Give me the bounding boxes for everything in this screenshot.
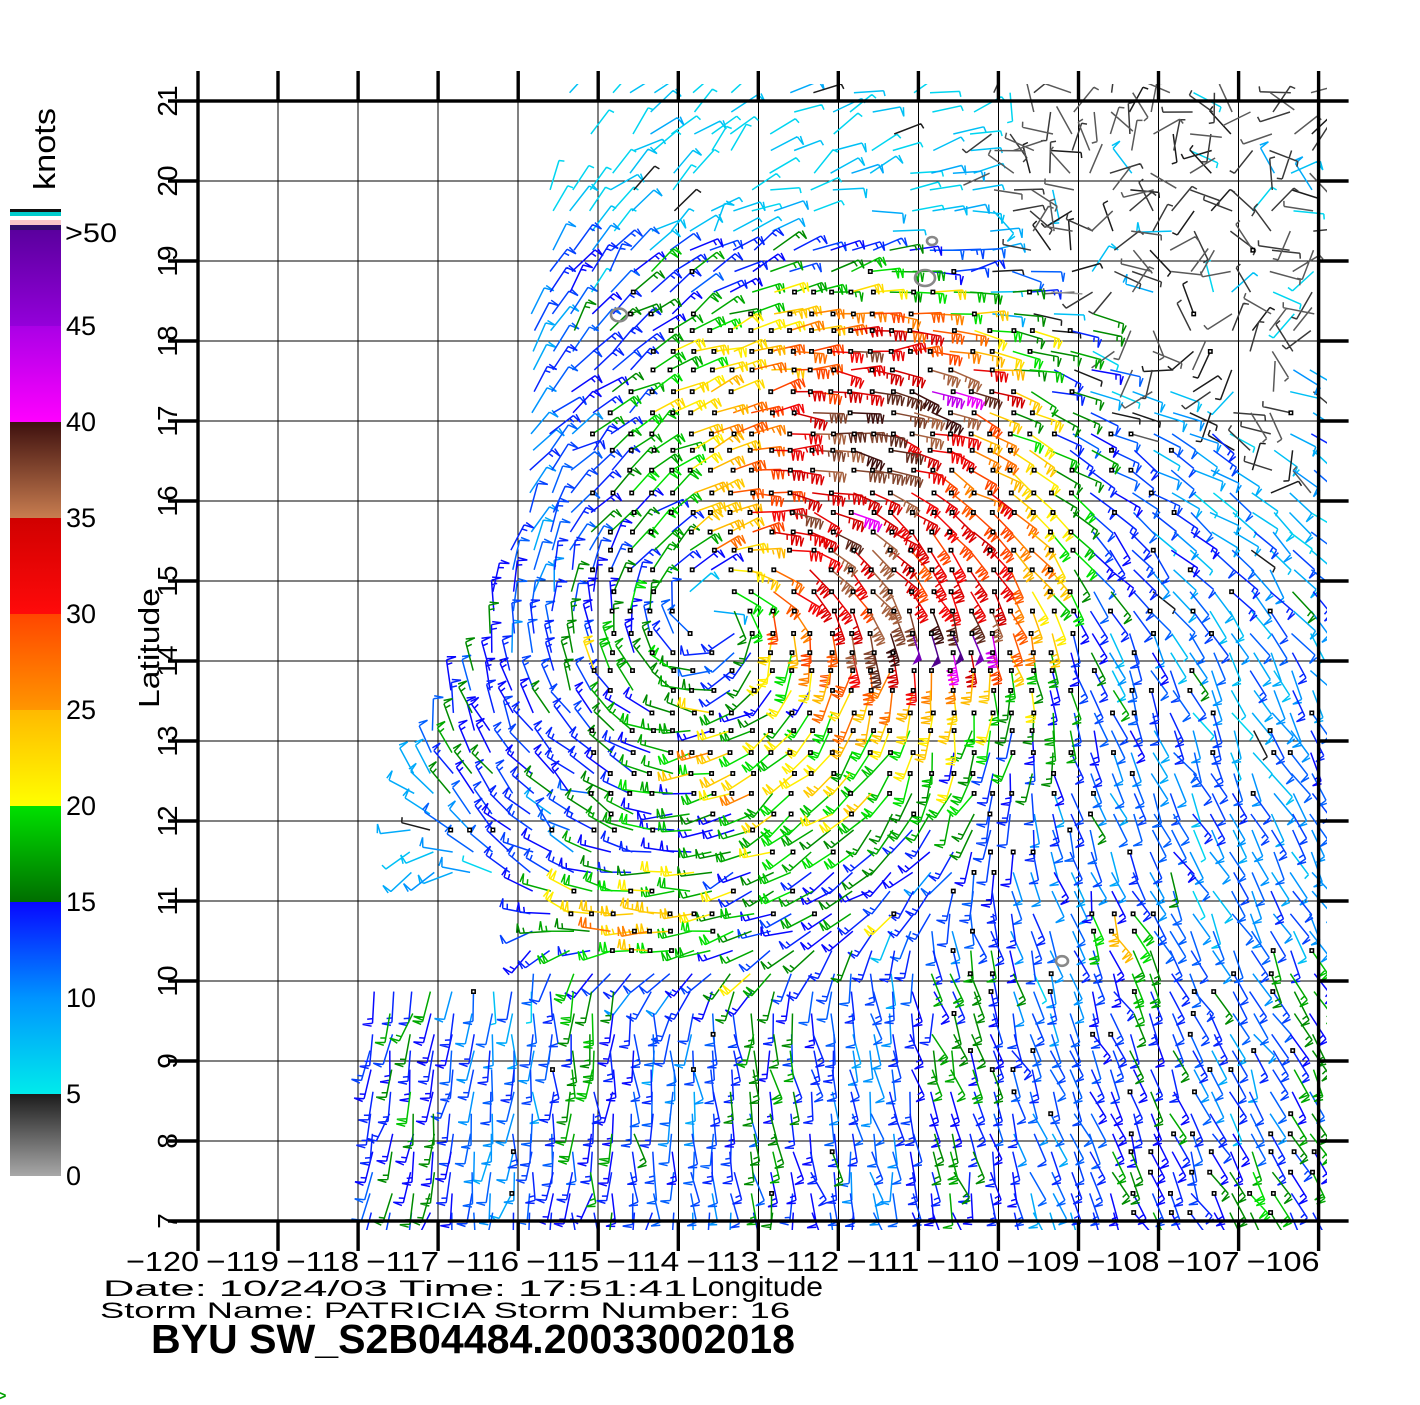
svg-text:12: 12 [152, 805, 183, 836]
svg-text:18: 18 [152, 325, 183, 356]
svg-text:19: 19 [152, 245, 183, 276]
svg-text:−107: −107 [1167, 1246, 1240, 1277]
svg-text:10: 10 [66, 983, 96, 1013]
svg-text:17: 17 [152, 405, 183, 436]
svg-text:11: 11 [152, 886, 183, 915]
svg-text:−118: −118 [286, 1246, 359, 1277]
svg-text:BYU SW_S2B04484.20033002018: BYU SW_S2B04484.20033002018 [151, 1316, 795, 1362]
svg-text:0: 0 [66, 1161, 81, 1191]
svg-text:Date: 10/24/03 Time: 17:5: Date: 10/24/03 Time: 17:51:41 [103, 1276, 687, 1301]
svg-text:Storm Name: PATRICIA Stor: Storm Name: PATRICIA Storm Number: 16 [100, 1298, 790, 1323]
svg-text:35: 35 [66, 503, 96, 533]
svg-text:Longitude: Longitude [691, 1271, 823, 1302]
svg-text:−115: −115 [526, 1246, 599, 1277]
svg-text:−112: −112 [766, 1246, 839, 1277]
svg-text:5: 5 [66, 1079, 81, 1109]
svg-text:25: 25 [66, 695, 96, 725]
svg-text:−113: −113 [686, 1246, 759, 1277]
svg-text:8: 8 [152, 1133, 183, 1149]
svg-text:−109: −109 [1007, 1246, 1080, 1277]
svg-text:9: 9 [152, 1053, 183, 1069]
svg-text:21: 21 [152, 85, 183, 116]
svg-text:>: > [0, 1383, 7, 1400]
svg-text:−117: −117 [366, 1246, 439, 1277]
svg-text:30: 30 [66, 599, 96, 629]
svg-text:knots: knots [27, 108, 62, 190]
svg-text:Latitude: Latitude [134, 588, 166, 708]
svg-text:20: 20 [152, 165, 183, 196]
svg-text:−110: −110 [926, 1246, 999, 1277]
svg-text:−120: −120 [126, 1246, 199, 1277]
svg-text:14: 14 [152, 645, 183, 676]
svg-text:15: 15 [152, 565, 183, 596]
svg-text:10: 10 [152, 965, 183, 996]
svg-text:>50: >50 [65, 218, 117, 248]
svg-text:−119: −119 [206, 1246, 279, 1277]
svg-text:−108: −108 [1087, 1246, 1160, 1277]
svg-text:−106: −106 [1247, 1246, 1320, 1277]
svg-text:45: 45 [66, 311, 96, 341]
svg-text:−111: −111 [846, 1246, 919, 1277]
svg-text:15: 15 [66, 887, 96, 917]
svg-text:7: 7 [152, 1213, 183, 1229]
svg-text:−114: −114 [606, 1246, 679, 1277]
svg-text:40: 40 [66, 407, 96, 437]
svg-text:16: 16 [152, 485, 183, 516]
svg-text:−116: −116 [446, 1246, 519, 1277]
svg-text:13: 13 [152, 725, 183, 756]
svg-text:20: 20 [66, 791, 96, 821]
